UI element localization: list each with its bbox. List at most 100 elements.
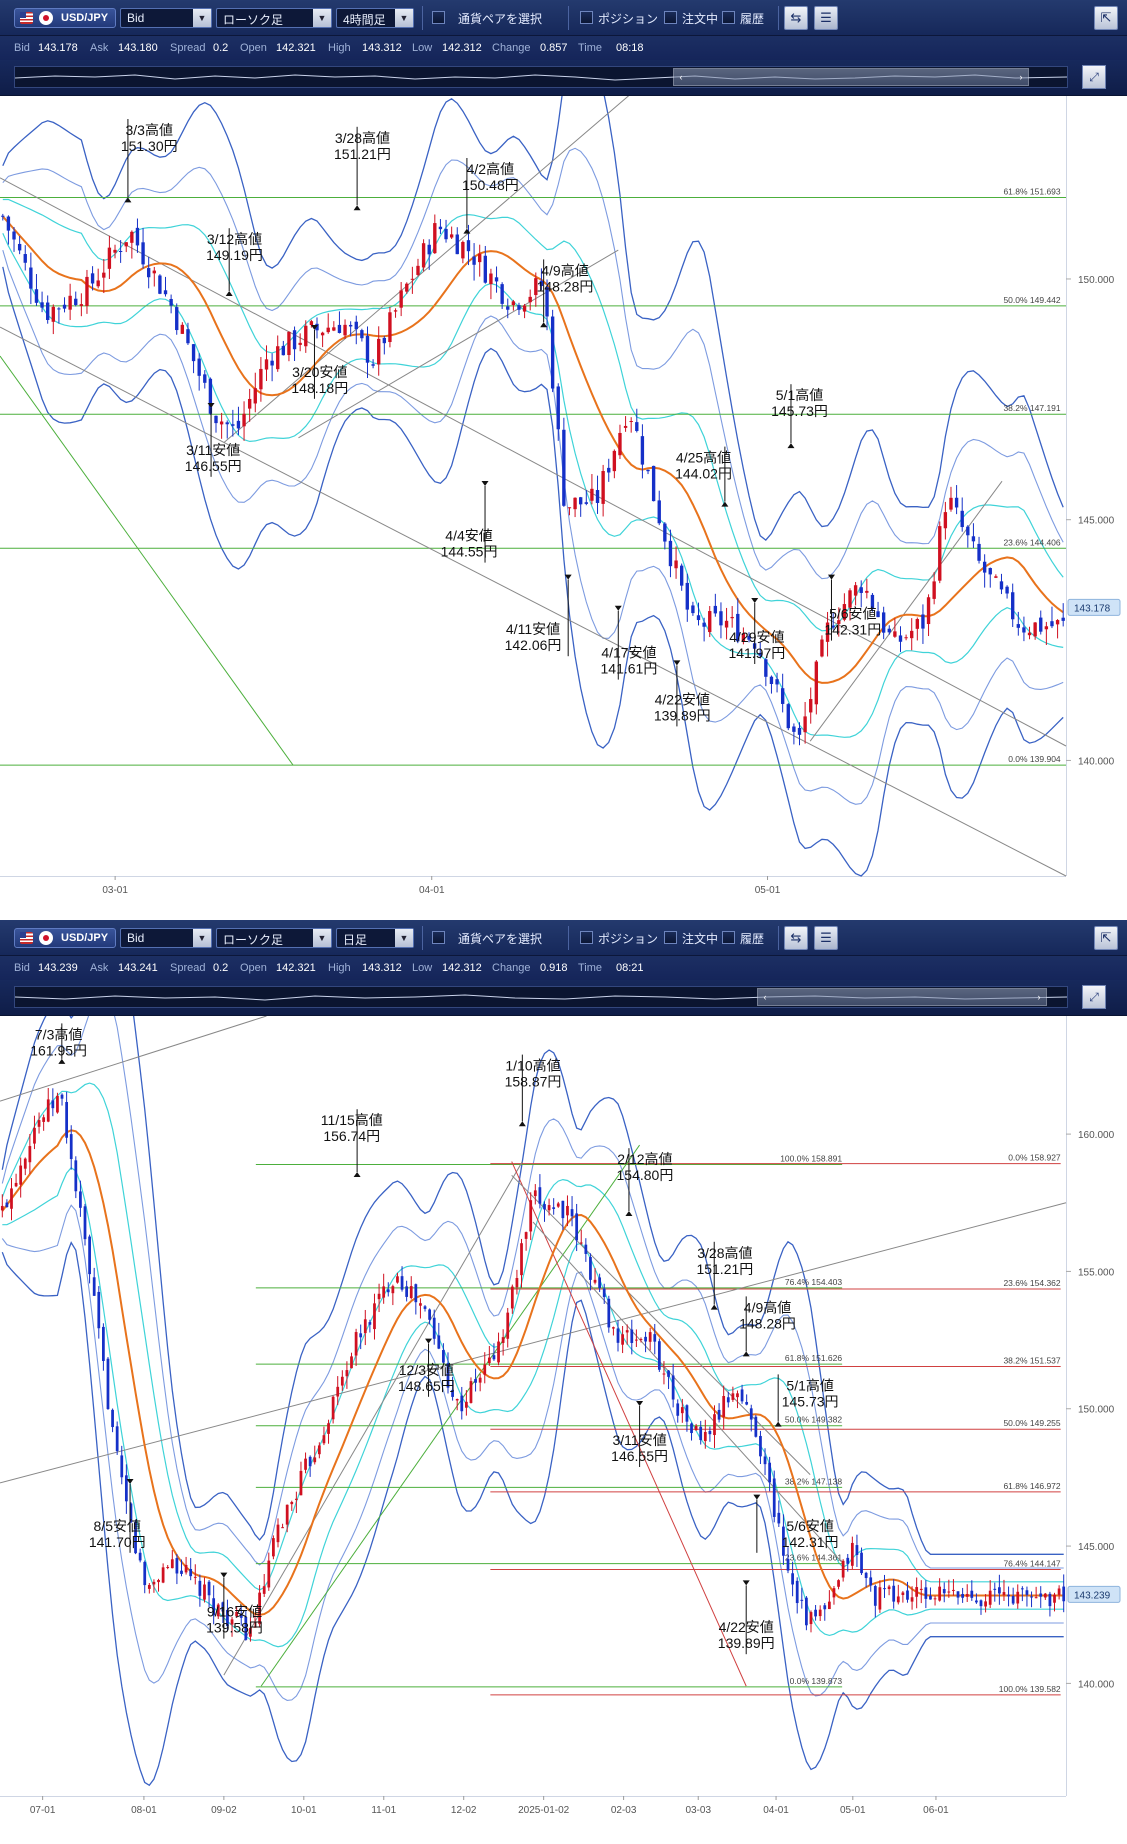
candle-body <box>393 310 398 312</box>
candle-body <box>566 1205 569 1216</box>
annotation-label: 9/16安値 <box>207 1604 262 1620</box>
candle-body <box>691 605 695 614</box>
candle-body <box>189 1569 193 1577</box>
navigator-thumb[interactable] <box>673 68 1029 86</box>
low-label: Low <box>412 42 433 54</box>
candle-body <box>814 661 819 705</box>
price-type-value: Bid <box>127 931 145 945</box>
candle-body <box>363 1319 367 1334</box>
collapse-icon[interactable]: ⇱ <box>1094 6 1118 30</box>
price-type-select[interactable]: Bid ▼ <box>120 928 212 948</box>
candle-body <box>236 420 241 429</box>
chevron-left-icon[interactable]: ‹ <box>763 992 767 1002</box>
candle-body <box>29 267 33 289</box>
candle-body <box>409 1286 413 1298</box>
chevron-left-icon[interactable]: ‹ <box>679 72 683 82</box>
annotation-arrowhead <box>126 1479 134 1484</box>
annotation-price: 151.21円 <box>696 1261 753 1277</box>
candle-body <box>350 1356 353 1369</box>
candle-body <box>853 585 858 596</box>
timeframe-select[interactable]: 日足 ▼ <box>336 928 414 948</box>
candle-body <box>942 1589 946 1594</box>
candle-body <box>932 581 936 599</box>
candle-body <box>315 323 319 331</box>
current-price-tag: 143.239 <box>1067 1585 1121 1603</box>
history-checkbox[interactable] <box>722 931 735 944</box>
candle-body <box>427 244 431 255</box>
plot-area <box>0 1016 1066 1796</box>
order-icon[interactable]: ⇆ <box>784 6 808 30</box>
candle-body <box>163 290 168 295</box>
candle-body <box>653 1334 657 1342</box>
candle-body <box>166 1567 170 1569</box>
candle-body <box>285 1504 289 1525</box>
annotation-arrowhead <box>58 1058 66 1064</box>
candle-body <box>809 1612 813 1625</box>
pair-select-checkbox[interactable] <box>432 11 445 24</box>
candle-body <box>304 325 308 347</box>
chart-style-select[interactable]: ローソク足 ▼ <box>216 8 332 28</box>
candle-body <box>595 490 600 503</box>
candle-body <box>253 388 257 404</box>
fibonacci-label: 38.2% 147.138 <box>785 1476 842 1486</box>
symbol-selector[interactable]: USD/JPY <box>14 8 116 28</box>
candle-body <box>65 1102 69 1138</box>
collapse-icon[interactable]: ⇱ <box>1094 926 1118 950</box>
expand-icon[interactable]: ⤢ <box>1082 985 1106 1009</box>
position-checkbox[interactable] <box>580 11 593 24</box>
chart-style-select[interactable]: ローソク足 ▼ <box>216 928 332 948</box>
candle-body <box>618 432 622 456</box>
candle-body <box>947 1591 951 1593</box>
y-tick-label: 150.000 <box>1078 275 1115 286</box>
candle-body <box>915 619 920 629</box>
trend-line <box>298 249 619 439</box>
candle-body <box>460 1395 464 1412</box>
candle-body <box>511 301 516 306</box>
candle-body <box>85 276 89 306</box>
candle-body <box>747 636 751 640</box>
candle-body <box>331 1396 335 1420</box>
orders-checkbox[interactable] <box>664 11 677 24</box>
annotation-arrowhead <box>721 501 729 507</box>
trend-line <box>809 480 1003 742</box>
candle-body <box>786 704 790 729</box>
current-price-label: 143.239 <box>1074 1590 1111 1601</box>
candle-body <box>984 1601 987 1607</box>
candle-body <box>522 305 527 312</box>
navigator-thumb[interactable] <box>757 988 1047 1006</box>
price-type-select[interactable]: Bid ▼ <box>120 8 212 28</box>
time-label: Time <box>578 42 603 54</box>
candle-body <box>616 1328 620 1343</box>
expand-icon[interactable]: ⤢ <box>1082 65 1106 89</box>
fibonacci-label: 0.0% 139.904 <box>1008 754 1061 764</box>
candle-body <box>601 471 605 504</box>
navigator-scrollbar[interactable]: ‹ › <box>14 986 1068 1008</box>
ask-label: Ask <box>90 42 109 54</box>
candle-body <box>607 1298 611 1328</box>
candle-body <box>859 587 863 593</box>
candle-body <box>970 1590 974 1598</box>
candle-body <box>107 247 112 269</box>
symbol-selector[interactable]: USD/JPY <box>14 928 116 948</box>
candle-body <box>846 1557 850 1564</box>
position-checkbox[interactable] <box>580 931 593 944</box>
orders-checkbox[interactable] <box>664 931 677 944</box>
chevron-right-icon[interactable]: › <box>1019 72 1023 82</box>
annotation-price: 141.61円 <box>601 661 658 677</box>
y-tick-label: 145.000 <box>1078 516 1115 527</box>
history-checkbox[interactable] <box>722 11 735 24</box>
list-icon[interactable]: ☰ <box>814 6 838 30</box>
annotation-label: 3/12高値 <box>207 231 262 247</box>
annotation-price: 148.28円 <box>537 278 594 294</box>
pair-select-checkbox[interactable] <box>432 931 445 944</box>
fibonacci-label: 23.6% 144.406 <box>1003 537 1060 547</box>
list-icon[interactable]: ☰ <box>814 926 838 950</box>
candle-body <box>749 1408 753 1420</box>
timeframe-select[interactable]: 4時間足 ▼ <box>336 8 414 28</box>
annotation-label: 3/3高値 <box>126 122 173 138</box>
chevron-right-icon[interactable]: › <box>1037 992 1041 1002</box>
order-icon[interactable]: ⇆ <box>784 926 808 950</box>
candle-body <box>873 1586 877 1606</box>
candle-body <box>203 1584 206 1600</box>
navigator-scrollbar[interactable]: ‹ › <box>14 66 1068 88</box>
